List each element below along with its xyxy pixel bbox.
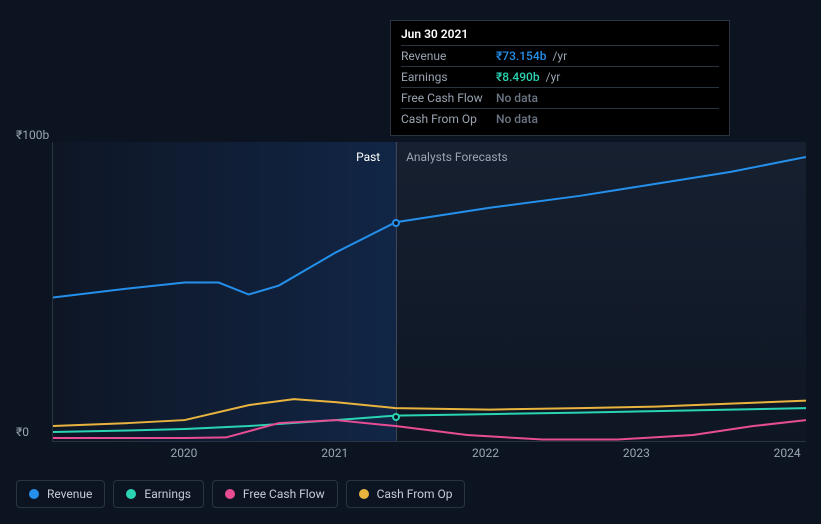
legend-item[interactable]: Earnings (113, 480, 204, 508)
legend-label: Revenue (47, 487, 92, 501)
x-axis-tick: 2021 (321, 446, 348, 460)
legend-label: Free Cash Flow (243, 487, 325, 501)
tooltip-row-label: Revenue (401, 49, 496, 63)
plot-region[interactable]: Past Analysts Forecasts (52, 142, 806, 442)
legend-label: Cash From Op (377, 487, 453, 501)
tooltip-row-value: ₹8.490b (496, 70, 540, 84)
chart-area: ₹100b ₹0 Past Analysts Forecasts 2020 2021… (16, 120, 806, 460)
tooltip-date: Jun 30 2021 (401, 27, 719, 45)
tooltip-row: Earnings₹8.490b/yr (401, 66, 719, 87)
series-lines (53, 142, 806, 441)
y-axis-label: ₹0 (16, 425, 29, 439)
legend-dot-icon (225, 489, 235, 499)
x-axis-tick: 2020 (170, 446, 197, 460)
chart-tooltip: Jun 30 2021 Revenue₹73.154b/yrEarnings₹8… (390, 20, 730, 136)
legend: Revenue Earnings Free Cash Flow Cash From O… (16, 480, 465, 508)
series-line (53, 399, 806, 426)
series-line (53, 157, 806, 298)
x-axis-tick: 2022 (472, 446, 499, 460)
x-axis-tick: 2024 (774, 446, 801, 460)
legend-dot-icon (126, 489, 136, 499)
legend-dot-icon (29, 489, 39, 499)
tooltip-row: Free Cash FlowNo data (401, 87, 719, 108)
legend-item[interactable]: Revenue (16, 480, 105, 508)
tooltip-row-value: No data (496, 91, 538, 105)
data-marker (392, 219, 400, 227)
tooltip-row-label: Free Cash Flow (401, 91, 496, 105)
tooltip-row: Revenue₹73.154b/yr (401, 45, 719, 66)
legend-item[interactable]: Cash From Op (346, 480, 466, 508)
data-marker (392, 413, 400, 421)
tooltip-row-suffix: /yr (546, 70, 561, 84)
tooltip-row-value: ₹73.154b (496, 49, 546, 63)
x-axis-tick: 2023 (623, 446, 650, 460)
x-axis-ticks: 2020 2021 2022 2023 2024 (52, 446, 806, 466)
legend-item[interactable]: Free Cash Flow (212, 480, 338, 508)
chart-container: Jun 30 2021 Revenue₹73.154b/yrEarnings₹8… (0, 0, 821, 524)
legend-dot-icon (359, 489, 369, 499)
tooltip-row-suffix: /yr (552, 49, 567, 63)
legend-label: Earnings (144, 487, 191, 501)
tooltip-row-label: Earnings (401, 70, 496, 84)
y-axis-label: ₹100b (16, 128, 49, 142)
